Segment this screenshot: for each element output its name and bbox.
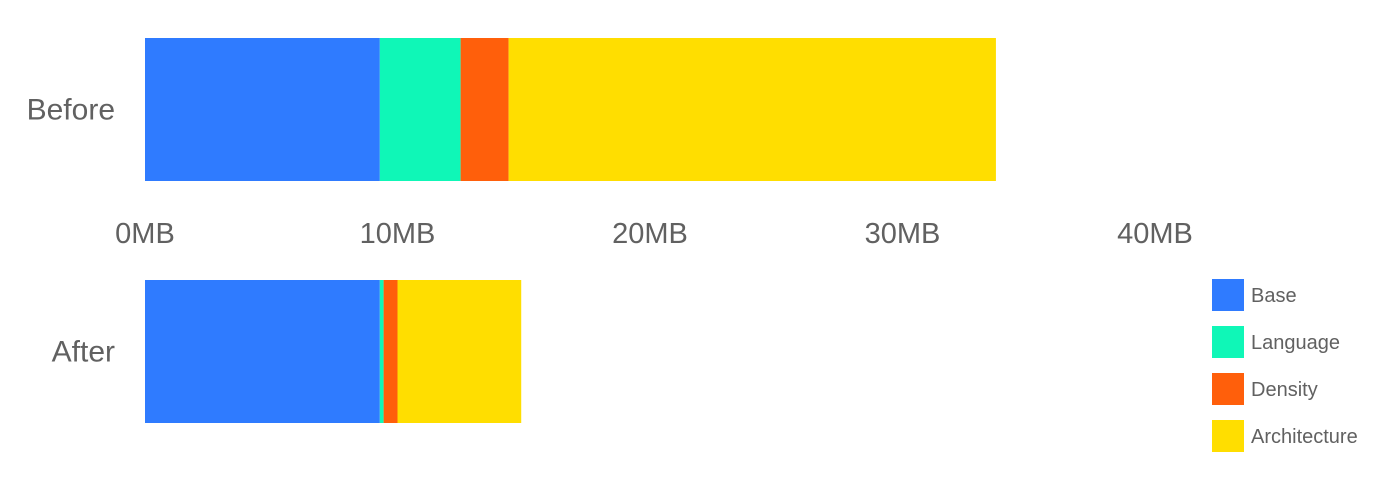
bar-after-language [379,280,384,423]
legend-label-language: Language [1251,332,1340,354]
bar-after-base [145,280,380,423]
category-label-after: After [52,336,115,369]
bar-before-density [460,38,509,181]
bar-after-density [383,280,398,423]
bar-before-architecture [508,38,996,181]
legend-label-density: Density [1251,379,1318,401]
legend-swatch-language [1212,326,1244,358]
category-labels: Before After [27,94,115,369]
bar-before-base [145,38,380,181]
legend-swatch-density [1212,373,1244,405]
bars-group [145,38,996,423]
legend-label-architecture: Architecture [1251,426,1358,448]
legend-swatch-base [1212,279,1244,311]
bar-before-language [379,38,461,181]
x-tick-label: 40MB [1117,218,1193,250]
x-tick-label: 20MB [612,218,688,250]
legend-swatch-architecture [1212,420,1244,452]
x-axis-tick-labels: 0MB 10MB 20MB 30MB 40MB [115,218,1193,250]
category-label-before: Before [27,94,115,127]
bar-after-architecture [397,280,522,423]
legend: Base Language Density Architecture [1212,279,1358,452]
x-tick-label: 0MB [115,218,175,250]
legend-label-base: Base [1251,285,1297,307]
x-tick-label: 10MB [360,218,436,250]
x-tick-label: 30MB [865,218,941,250]
